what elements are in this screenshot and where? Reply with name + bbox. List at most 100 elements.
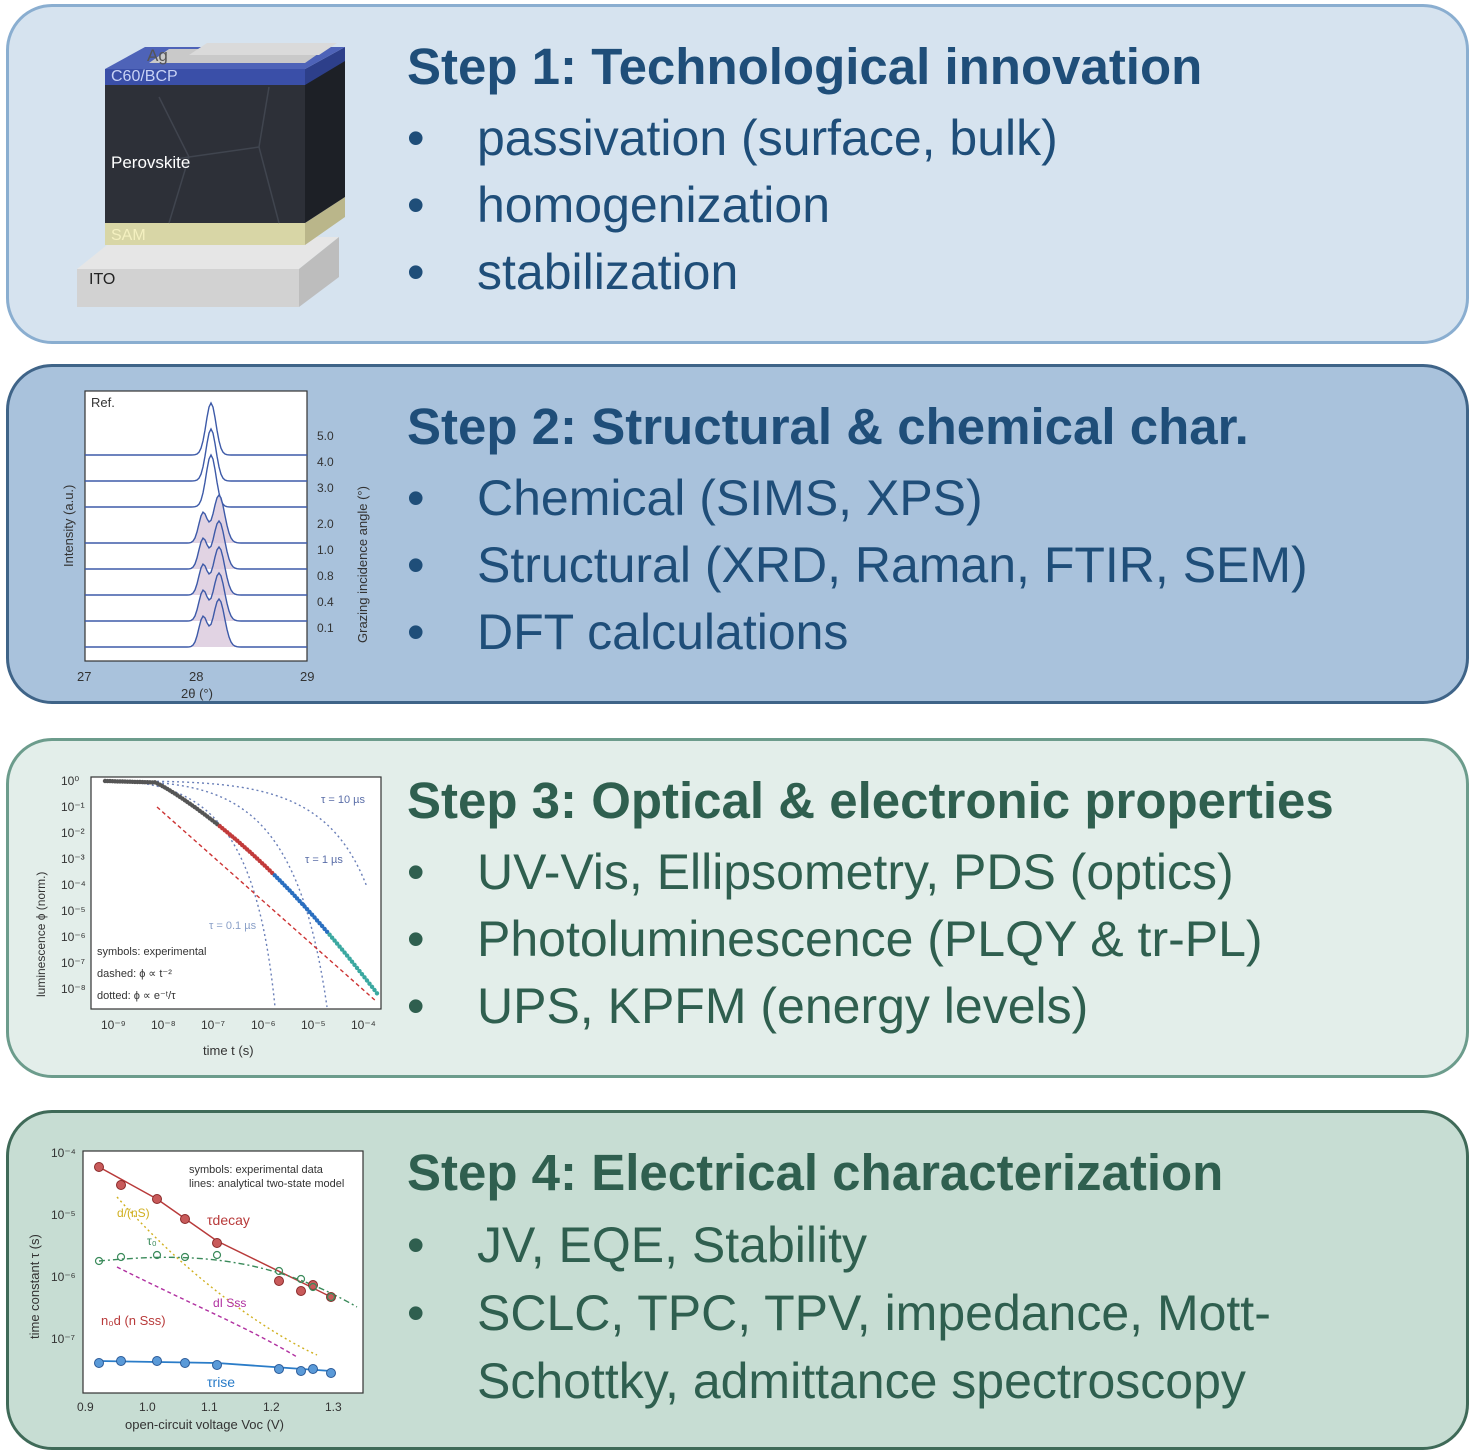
xrd-curve [85,519,307,570]
y-tick-label: 10⁻⁶ [51,1270,76,1284]
data-point [367,981,372,986]
xrd-plot: Ref. Intensity (a.u.) Grazing incidence … [61,390,370,701]
data-point [317,921,322,926]
data-point [334,941,340,946]
xrd-curve [85,453,307,508]
step-1-panel: Ag C60/BCP Perovskite SAM ITO Step 1: Te… [6,4,1469,344]
angle-label: 0.1 [317,621,334,635]
bullet-symbol: • [407,110,425,166]
tau-decay-point [94,1162,104,1172]
legend-line-1: symbols: experimental [97,946,206,958]
bullet-item: • Chemical (SIMS, XPS) [407,465,1308,532]
xrd-curve [85,493,307,544]
tau-decay-point [308,1280,318,1290]
bullet-symbol: • [407,177,425,233]
time-constant-plot: 10⁻⁴ 10⁻⁵ 10⁻⁶ 10⁻⁷ 0.9 1.0 1.1 1.2 1.3 symbols… [27,1146,364,1432]
data-point [342,950,347,955]
xrd-curve [85,545,307,596]
y-tick-label: 10⁻⁶ [61,930,86,944]
data-point [337,944,342,949]
layer-label-c60-bcp: C60/BCP [111,68,178,85]
tau0-point [212,1250,222,1260]
legend-line-3: dotted: ϕ ∝ e⁻ᵗ/τ [97,990,176,1002]
angle-label: 0.4 [317,595,334,609]
bullet-item: • passivation (surface, bulk) [407,105,1058,172]
device-stack-illustration: Ag C60/BCP Perovskite SAM ITO [77,43,345,307]
bullet-symbol: • [407,978,425,1034]
bullet-item-continued: Schottky, admittance spectroscopy [477,1353,1246,1409]
curve-label-tau0: τ₀ [147,1234,157,1248]
step-4-panel: 10⁻⁴ 10⁻⁵ 10⁻⁶ 10⁻⁷ 0.9 1.0 1.1 1.2 1.3 symbols… [6,1110,1469,1450]
tau-decay-point [180,1214,190,1224]
data-point [357,968,362,974]
x-tick-labels: 0.9 1.0 1.1 1.2 1.3 [77,1400,342,1414]
experimental-points [102,778,380,996]
step-3-bullets: • UV-Vis, Ellipsometry, PDS (optics) • Pho… [407,839,1263,1040]
y-tick-label: 10⁻⁵ [51,1208,76,1222]
y-tick-label: 10⁻³ [61,852,85,866]
tau-decay-point [116,1180,126,1190]
data-point [374,991,380,996]
bullet-item: • UV-Vis, Ellipsometry, PDS (optics) [407,839,1263,906]
data-point [354,965,360,971]
bullet-item: • SCLC, TPC, TPV, impedance, Mott- [407,1279,1271,1347]
bullet-item: • DFT calculations [407,599,1308,666]
step-2-panel: Ref. Intensity (a.u.) Grazing incidence … [6,364,1469,704]
n0d-line [116,1266,298,1358]
x-tick-label: 10⁻⁸ [151,1018,176,1032]
bullet-item: • Photoluminescence (PLQY & tr-PL) [407,906,1263,973]
angle-label: 5.0 [317,429,334,443]
bullet-item: • JV, EQE, Stability [407,1211,1271,1279]
tau-rise-point [308,1364,318,1374]
x-axis-label: time t (s) [203,1043,254,1058]
x-tick-label: 10⁻⁵ [301,1018,326,1032]
tau-rise-point [180,1358,190,1368]
ref-label: Ref. [91,395,115,410]
bullet-item: • stabilization [407,239,1058,306]
data-point [344,953,350,958]
x-axis-label: 2θ (°) [181,686,213,701]
y-axis-label: Intensity (a.u.) [61,485,76,567]
data-point [314,918,320,923]
x-tick-label: 10⁻⁷ [201,1018,225,1032]
legend-line-1: symbols: experimental data [189,1164,324,1176]
tau-decay-point [152,1194,162,1204]
tau0-point [296,1274,306,1284]
y-tick-label: 10⁻⁴ [51,1146,76,1160]
tau0-point [116,1252,126,1262]
tau-rise-point [274,1364,284,1374]
y-axis-label: time constant τ (s) [27,1234,42,1339]
data-point [362,975,367,980]
x-tick-29: 29 [300,669,314,684]
tau-label-1us: τ = 1 µs [305,854,343,866]
bullet-symbol: • [407,604,425,660]
tau0-point [308,1282,318,1292]
x-tick-label: 10⁻⁶ [251,1018,276,1032]
curve-label-n0d: n₀d (n Sss) [101,1313,166,1328]
xrd-curves [85,401,307,648]
tau-label-01us: τ = 0.1 µs [209,920,257,932]
layer-label-sam: SAM [111,227,146,244]
bullet-symbol: • [407,470,425,526]
y-tick-label: 10⁻² [61,826,85,840]
angle-label: 1.0 [317,543,334,557]
layer-label-ag: Ag [147,46,168,65]
xrd-curve [85,597,307,648]
data-point [312,915,317,920]
step-3-title: Step 3: Optical & electronic properties [407,772,1334,829]
layer-label-ito: ITO [89,271,115,288]
x-tick-label: 0.9 [77,1400,94,1414]
x-tick-28: 28 [189,669,203,684]
x-tick-label: 1.2 [263,1400,280,1414]
bullet-item: • UPS, KPFM (energy levels) [407,973,1263,1040]
x-tick-label: 1.3 [325,1400,342,1414]
y2-axis-label: Grazing incidence angle (°) [355,486,370,643]
data-point [347,956,352,961]
curve-label-tau-decay: τdecay [207,1212,250,1228]
data-point [369,984,375,989]
data-point [364,978,370,983]
xrd-curve [85,427,307,482]
x-tick-27: 27 [77,669,91,684]
tau-decay-point [212,1238,222,1248]
y-tick-labels: 10⁰ 10⁻¹ 10⁻² 10⁻³ 10⁻⁴ 10⁻⁵ 10⁻⁶ 10⁻⁷ 10⁻⁸ [61,774,86,996]
